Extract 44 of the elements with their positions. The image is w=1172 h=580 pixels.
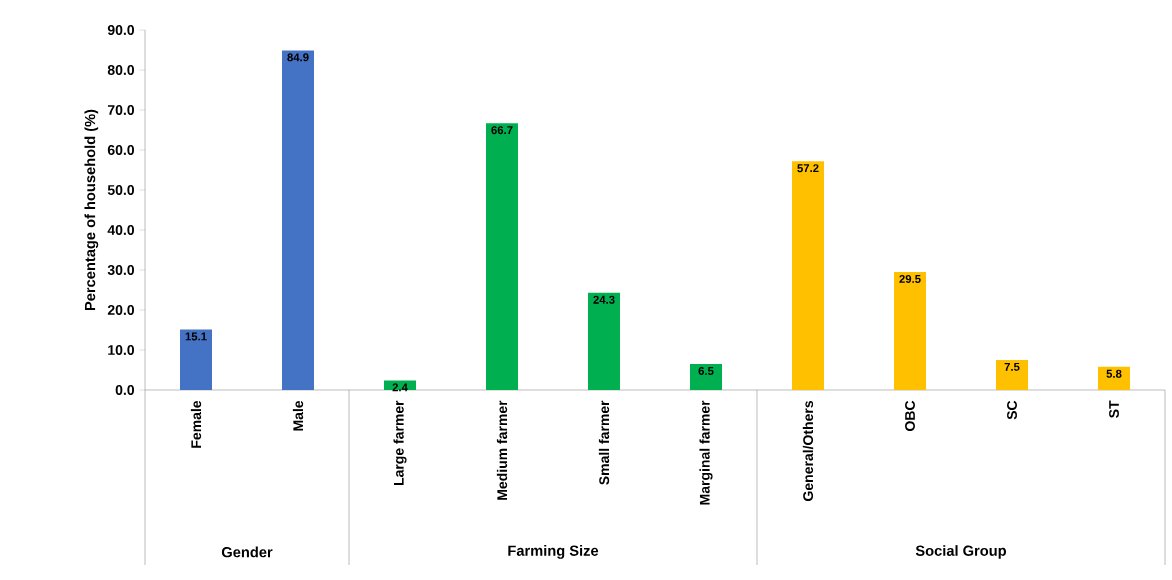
bar — [282, 50, 314, 390]
bar — [486, 123, 518, 390]
text: Gender — [221, 546, 273, 558]
y-axis-title: Percentage of household (%) — [84, 109, 99, 311]
text: Social Group — [915, 545, 1007, 559]
y-tick-label: 40.0 — [107, 225, 135, 235]
y-tick-label: 70.0 — [107, 105, 135, 115]
y-tick-label: 10.0 — [108, 345, 135, 355]
y-tick-label: 50.0 — [107, 185, 135, 195]
y-tick-label: 0.0 — [115, 385, 135, 395]
x-tick-label: Medium farmer — [496, 400, 508, 500]
data-label: 66.7 — [491, 126, 513, 135]
data-label: 5.8 — [1106, 369, 1122, 378]
y-tick-label: 20.0 — [107, 305, 135, 315]
bar — [894, 271, 926, 390]
bar — [690, 363, 723, 390]
data-label: 29.5 — [899, 274, 921, 283]
y-tick-label: 30.0 — [107, 265, 135, 275]
x-tick-label: Female — [190, 400, 202, 448]
data-label: 2.4 — [392, 383, 408, 392]
bar — [1098, 366, 1130, 390]
bar — [180, 329, 212, 390]
text: Farming Size — [508, 545, 599, 559]
x-tick-label: Male — [292, 400, 304, 431]
data-label: 6.5 — [698, 366, 714, 375]
data-label: 24.3 — [593, 295, 615, 304]
bar — [996, 359, 1028, 390]
y-tick-label: 60.0 — [107, 145, 135, 155]
x-tick-label: Large farmer — [393, 400, 407, 486]
data-label: 15.1 — [185, 332, 207, 341]
x-tick-label: Small farmer — [598, 400, 610, 485]
data-label: 7.5 — [1004, 362, 1020, 371]
x-tick-label: OBC — [905, 400, 915, 431]
data-label: 84.9 — [287, 53, 309, 62]
bar — [384, 380, 416, 390]
x-tick-label: Marginal farmer — [699, 400, 713, 505]
x-tick-label: SC — [1007, 400, 1017, 420]
y-tick-label: 80.0 — [107, 65, 135, 75]
x-tick-label: General/Others — [802, 400, 814, 501]
bar — [588, 292, 620, 390]
bar — [792, 161, 824, 390]
y-tick-label: 90.0 — [107, 25, 135, 35]
data-label: 57.2 — [797, 164, 819, 173]
x-tick-label: ST — [1109, 400, 1119, 418]
